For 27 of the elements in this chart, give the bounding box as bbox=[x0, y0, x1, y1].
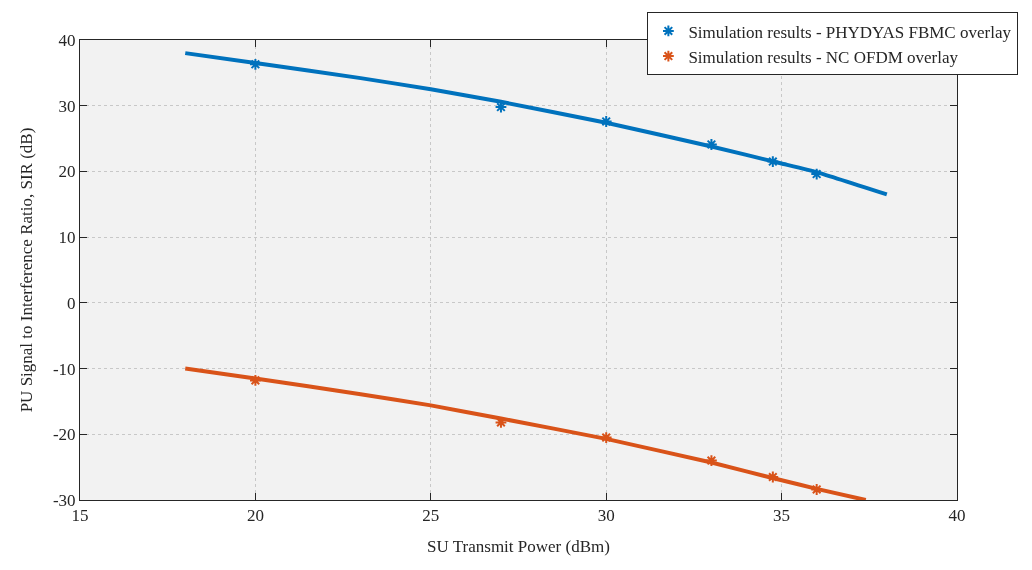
point bbox=[810, 167, 824, 181]
x-tick-label: 30 bbox=[597, 506, 615, 526]
y-tick-label: 40 bbox=[58, 30, 76, 50]
line-series bbox=[183, 366, 868, 500]
x-tick-label: 35 bbox=[773, 506, 791, 526]
point bbox=[249, 374, 262, 387]
y-tick-label: 30 bbox=[58, 96, 76, 116]
x-tick-label: 20 bbox=[246, 506, 264, 526]
y-tick-label: 10 bbox=[58, 228, 76, 248]
point bbox=[599, 431, 613, 444]
y-tick-label: -10 bbox=[52, 359, 76, 379]
y-axis-title: PU Signal to Interference Ratio, SIR (dB) bbox=[17, 127, 37, 413]
x-tick-label: 40 bbox=[948, 506, 966, 526]
point bbox=[249, 57, 262, 71]
x-tick-label: 25 bbox=[422, 506, 440, 526]
y-tick-label: -20 bbox=[52, 425, 76, 445]
y-tick-label: 20 bbox=[58, 162, 76, 182]
legend-label: Simulation results - PHYDYAS FBMC overlay bbox=[688, 22, 1012, 42]
point bbox=[705, 454, 718, 467]
point bbox=[766, 155, 780, 168]
legend-label: Simulation results - NC OFDM overlay bbox=[688, 47, 959, 67]
point bbox=[705, 138, 718, 151]
point bbox=[599, 115, 613, 128]
point bbox=[810, 483, 824, 496]
point bbox=[766, 470, 780, 484]
y-tick-label: 0 bbox=[67, 293, 76, 313]
x-axis-title: SU Transmit Power (dBm) bbox=[427, 536, 610, 556]
